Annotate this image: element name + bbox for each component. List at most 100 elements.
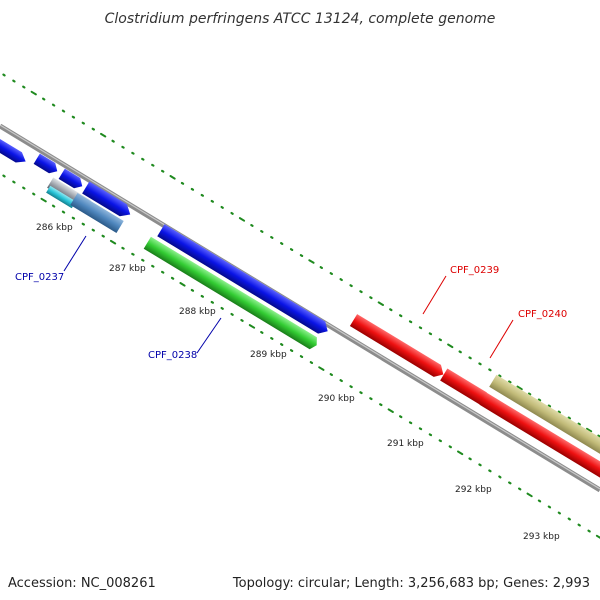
kbp-label-293: 293 kbp [523, 532, 560, 542]
minor-tick [428, 433, 433, 437]
minor-tick [32, 192, 36, 196]
gene-cyan-block[interactable] [46, 185, 76, 209]
major-tick [457, 450, 464, 456]
minor-tick [359, 391, 363, 395]
minor-tick [448, 445, 452, 449]
major-tick [387, 408, 394, 413]
gene-label-cpf-0239[interactable]: CPF_0239 [450, 265, 499, 276]
minor-tick [567, 517, 572, 521]
minor-tick [577, 422, 581, 426]
minor-tick [210, 300, 214, 304]
gene-label-cpf-0237[interactable]: CPF_0237 [15, 272, 64, 283]
gene-blue-arrow-long[interactable] [157, 224, 331, 337]
major-tick [586, 427, 593, 433]
major-tick [318, 366, 325, 371]
minor-tick [240, 319, 244, 322]
gene-blue-arrow[interactable] [0, 130, 29, 167]
callout-line-cpf-0239 [422, 275, 447, 315]
minor-tick [508, 380, 512, 384]
minor-tick [260, 331, 264, 334]
gene-label-cpf-0240[interactable]: CPF_0240 [518, 309, 567, 320]
gene-callouts: CPF_0237 CPF_0238 CPF_0239 CPF_0240 [15, 235, 567, 361]
minor-tick [349, 284, 353, 288]
major-tick [447, 343, 454, 349]
gene-cpf-0240[interactable] [479, 392, 600, 485]
minor-tick [299, 254, 304, 257]
minor-tick [478, 463, 482, 467]
minor-tick [2, 73, 6, 77]
minor-tick [498, 475, 502, 479]
minor-tick [478, 362, 482, 366]
gene-red-arrow[interactable] [349, 314, 447, 380]
major-tick [238, 217, 246, 222]
minor-tick [468, 457, 472, 461]
gene-cpf-0238[interactable] [143, 236, 321, 352]
gene-cpf-0237[interactable] [70, 193, 124, 233]
minor-tick [141, 157, 145, 161]
minor-tick [270, 337, 274, 340]
minor-tick [101, 234, 105, 238]
minor-tick [161, 270, 165, 274]
minor-tick [577, 523, 581, 527]
minor-tick [141, 258, 145, 262]
minor-tick [91, 127, 96, 131]
minor-tick [131, 252, 135, 256]
genome-summary-text: Topology: circular; Length: 3,256,683 bp… [232, 576, 590, 591]
minor-tick [329, 373, 333, 376]
minor-tick [250, 224, 254, 227]
minor-tick [190, 187, 195, 191]
minor-tick [280, 242, 284, 245]
minor-tick [200, 294, 204, 298]
major-tick [377, 301, 384, 306]
accession-text: Accession: NC_008261 [8, 576, 156, 591]
minor-tick [220, 205, 224, 209]
minor-tick [71, 216, 76, 220]
minor-tick [438, 338, 442, 342]
minor-tick [557, 511, 562, 515]
minor-tick [498, 374, 502, 378]
minor-tick [51, 103, 56, 107]
minor-tick [260, 230, 264, 233]
gene-blue-arrow[interactable] [82, 181, 134, 221]
kbp-label-289: 289 kbp [250, 350, 287, 360]
minor-tick [131, 151, 135, 155]
minor-tick [71, 115, 76, 119]
minor-tick [339, 379, 343, 383]
gene-cpf-0239[interactable] [440, 368, 493, 408]
minor-tick [280, 343, 284, 346]
minor-tick [547, 404, 552, 408]
minor-tick [379, 403, 383, 407]
minor-tick [121, 145, 125, 149]
minor-tick [458, 350, 462, 354]
minor-tick [190, 288, 195, 292]
minor-tick [359, 290, 363, 294]
major-tick [109, 239, 117, 245]
gene-features [0, 130, 600, 485]
minor-tick [210, 199, 214, 203]
gene-label-cpf-0238[interactable]: CPF_0238 [148, 350, 197, 361]
minor-tick [597, 434, 600, 438]
minor-tick [438, 439, 442, 443]
minor-tick [170, 276, 175, 280]
minor-tick [329, 272, 333, 275]
inner-tick-ring [2, 174, 600, 539]
minor-tick [488, 368, 492, 372]
gene-khaki-block[interactable] [489, 374, 600, 460]
minor-tick [200, 193, 204, 197]
major-tick [40, 197, 47, 203]
minor-tick [418, 427, 423, 431]
minor-tick [12, 79, 16, 83]
minor-tick [121, 246, 125, 250]
minor-tick [230, 312, 234, 316]
minor-tick [547, 505, 552, 509]
minor-tick [81, 121, 86, 125]
minor-tick [517, 487, 522, 491]
gene-blue-arrow[interactable] [58, 168, 86, 192]
kbp-label-291: 291 kbp [387, 439, 424, 449]
minor-tick [369, 397, 373, 401]
gene-blue-arrow[interactable] [33, 153, 61, 177]
major-tick [30, 90, 37, 96]
major-tick [308, 259, 315, 264]
minor-tick [399, 415, 403, 419]
minor-tick [220, 306, 224, 310]
